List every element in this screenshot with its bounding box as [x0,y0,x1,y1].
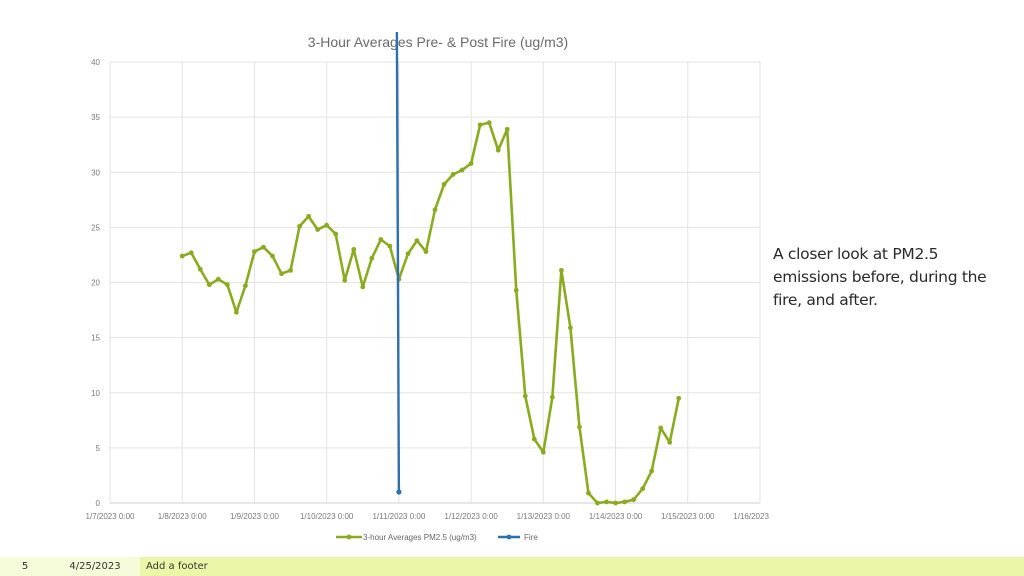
plot-area [179,31,682,506]
pm25-data-point [549,394,555,400]
x-tick-label: 1/9/2023 0:00 [230,512,279,521]
chart: 3-Hour Averages Pre- & Post Fire (ug/m3)… [86,31,770,542]
pm25-data-point [676,395,682,401]
pm25-data-point [631,497,637,503]
pm25-data-point [423,249,429,255]
pm25-data-point [206,282,212,288]
pm25-data-point [261,244,266,250]
pm25-data-point [414,238,420,244]
pm25-data-point [577,424,582,430]
footer-text[interactable]: Add a footer [140,557,1024,576]
pm25-data-point [333,231,339,237]
pm25-data-point [441,181,447,187]
pm25-data-point [640,486,646,492]
pm25-data-point [522,393,528,399]
pm25-data-point [378,237,384,242]
pm25-data-point [324,222,330,228]
pm25-data-point [568,325,573,331]
pm25-data-point [405,251,411,257]
pm25-data-point [658,425,664,431]
pm25-data-point [477,122,483,128]
x-tick-label: 1/13/2023 0:00 [517,512,571,521]
x-tick-label: 1/16/2023 0:00 [733,512,770,521]
slide-footer: 5 4/25/2023 Add a footer [0,557,1024,576]
pm25-data-point [595,500,600,506]
y-tick-label: 0 [96,499,101,508]
pm25-data-point [604,499,609,505]
x-tick-label: 1/8/2023 0:00 [158,512,207,521]
y-axis: 0 5 10 15 20 25 30 35 40 [91,58,100,508]
pm25-data-point [432,207,438,213]
pm25-data-point [369,255,375,261]
pm25-data-point [224,282,230,288]
pm25-data-point [387,243,393,249]
legend-pm25-label: 3-hour Averages PM2.5 (ug/m3) [363,533,477,542]
y-tick-label: 5 [96,444,101,453]
pm25-series-line [181,121,681,505]
pm25-data-point [667,439,673,445]
x-tick-label: 1/11/2023 0:00 [372,512,425,521]
pm25-data-point [243,283,248,289]
pm25-data-point [342,277,348,283]
y-tick-label: 35 [91,113,100,122]
fire-series-line [395,31,401,492]
pm25-data-point [531,436,537,442]
y-tick-label: 10 [91,389,100,398]
side-note: A closer look at PM2.5 emissions before,… [773,245,987,309]
pm25-data-point [649,468,655,474]
pm25-data-point [558,267,564,273]
footer-date: 4/25/2023 [50,557,140,576]
pm25-data-point [450,172,456,177]
y-tick-label: 40 [91,58,100,67]
y-tick-label: 30 [91,168,100,177]
pm25-data-point [270,253,275,259]
fire-data-point [396,489,402,495]
pm25-data-point [351,247,357,252]
x-tick-label: 1/10/2023 0:00 [300,512,354,521]
x-axis: 1/7/2023 0:00 1/8/2023 0:00 1/9/2023 0:00 1… [86,512,770,521]
pm25-data-point [459,167,465,173]
x-tick-label: 1/14/2023 0:00 [589,512,643,521]
pm25-data-point [288,267,293,273]
pm25-data-point [297,223,302,229]
x-tick-label: 1/15/2023 0:00 [661,512,715,521]
slide-number: 5 [0,557,50,576]
legend-fire-marker [506,534,512,540]
x-tick-label: 1/7/2023 0:00 [86,512,135,521]
pm25-data-point [586,490,591,496]
chart-title: 3-Hour Averages Pre- & Post Fire (ug/m3) [308,34,568,50]
pm25-data-point [613,500,618,506]
y-tick-label: 20 [91,279,100,288]
pm25-data-point [306,213,312,219]
pm25-data-point [504,126,510,132]
pm25-data-point [540,449,546,455]
pm25-data-point [233,309,239,315]
pm25-data-point [215,276,221,282]
pm25-data-point [486,120,492,126]
y-tick-label: 25 [91,223,100,232]
pm25-data-point [188,250,194,256]
x-tick-label: 1/12/2023 0:00 [444,512,498,521]
pm25-data-point [315,227,321,232]
legend: 3-hour Averages PM2.5 (ug/m3) Fire [336,533,538,542]
pm25-data-point [622,499,627,505]
pm25-data-point [197,266,203,272]
pm25-data-point [513,287,519,293]
pm25-data-point [468,161,474,166]
y-tick-label: 15 [91,334,100,343]
legend-pm25-marker [346,534,352,540]
pm25-data-point [252,249,257,255]
pm25-data-point [360,284,366,290]
pm25-data-point [179,253,185,259]
pm25-data-point [495,147,501,153]
legend-fire-label: Fire [524,533,538,542]
pm25-data-point [279,271,284,277]
